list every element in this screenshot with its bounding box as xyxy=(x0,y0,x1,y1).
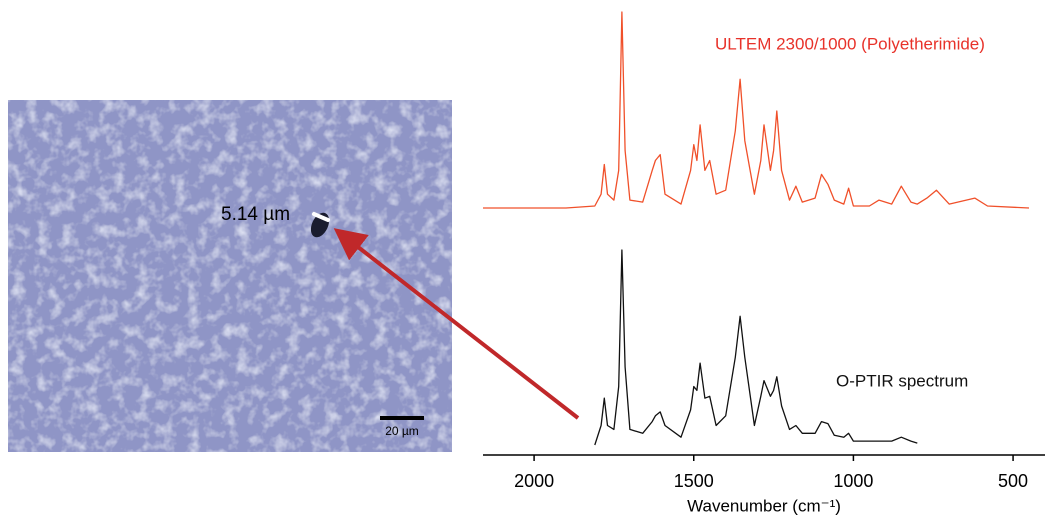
spectrum-line xyxy=(483,11,1030,209)
measure-label: 5.14 µm xyxy=(221,204,290,225)
series-label: ULTEM 2300/1000 (Polyetherimide) xyxy=(715,34,985,53)
x-axis-label: Wavenumber (cm⁻¹) xyxy=(687,496,841,515)
spectrum-line xyxy=(594,249,918,446)
arrow xyxy=(333,228,580,420)
x-tick-label: 500 xyxy=(998,471,1028,491)
measure-line xyxy=(312,212,330,222)
scale-bar xyxy=(380,416,424,420)
series-label: O-PTIR spectrum xyxy=(836,371,968,390)
x-tick-label: 1000 xyxy=(833,471,873,491)
x-tick-label: 2000 xyxy=(514,471,554,491)
micrograph: 5.14 µm 20 µm xyxy=(8,100,452,452)
scale-label: 20 µm xyxy=(385,424,419,438)
x-tick-label: 1500 xyxy=(674,471,714,491)
micrograph-image xyxy=(8,100,452,452)
